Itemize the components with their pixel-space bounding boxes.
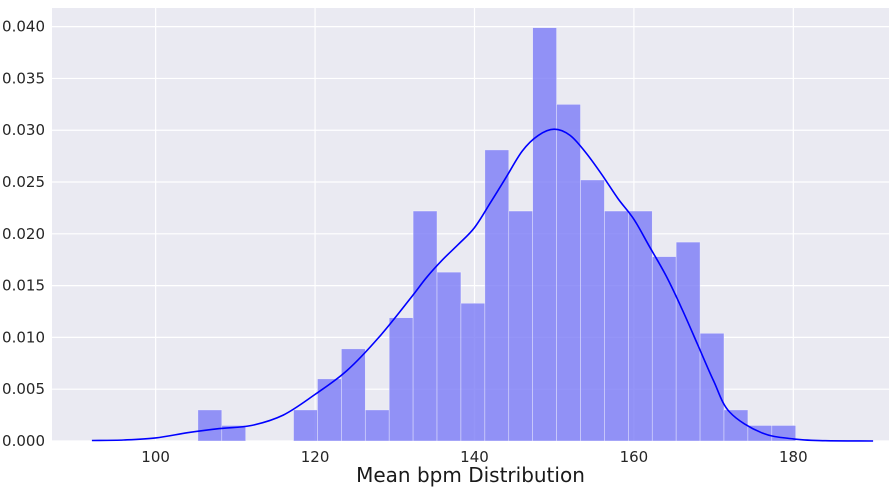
histogram-bar: [364, 409, 390, 442]
x-axis-ticks: 100 120 140 160 180: [141, 448, 807, 466]
histogram-bar: [388, 317, 414, 442]
histogram-bar: [532, 27, 557, 442]
x-axis-label: Mean bpm Distribution: [356, 463, 585, 487]
y-tick-label: 0.020: [2, 225, 45, 243]
grid-lines: [52, 8, 889, 442]
x-tick-label: 160: [620, 448, 649, 466]
histogram-bar: [651, 256, 677, 442]
x-tick-label: 120: [301, 448, 330, 466]
x-tick-label: 100: [141, 448, 170, 466]
histogram-bar: [580, 179, 605, 442]
y-tick-label: 0.030: [2, 121, 45, 139]
histogram-bars: [197, 27, 797, 442]
histogram-bar: [699, 332, 725, 442]
histogram-bar: [604, 210, 629, 442]
y-tick-label: 0.005: [2, 380, 45, 398]
histogram-bar: [293, 409, 318, 442]
histogram-bar: [412, 210, 438, 442]
y-tick-label: 0.025: [2, 173, 45, 191]
histogram-bar: [436, 271, 462, 442]
histogram-bar: [341, 348, 366, 442]
histogram-bar: [197, 409, 223, 442]
kde-curve: [91, 128, 874, 442]
histogram-bar: [221, 425, 247, 442]
histogram-bar: [723, 409, 749, 442]
histogram-bar: [460, 302, 486, 442]
y-tick-label: 0.035: [2, 69, 45, 87]
y-axis-ticks: 0.000 0.005 0.010 0.015 0.020 0.025 0.030 0.035…: [2, 18, 45, 450]
x-tick-label: 180: [779, 448, 808, 466]
y-tick-label: 0.010: [2, 328, 45, 346]
y-tick-label: 0.015: [2, 277, 45, 295]
y-tick-label: 0.040: [2, 18, 45, 36]
histogram-bar: [317, 378, 342, 442]
x-tick-label: 140: [460, 448, 489, 466]
y-tick-label: 0.000: [2, 432, 45, 450]
histogram-bar: [556, 104, 581, 442]
histogram-bar: [508, 210, 533, 442]
